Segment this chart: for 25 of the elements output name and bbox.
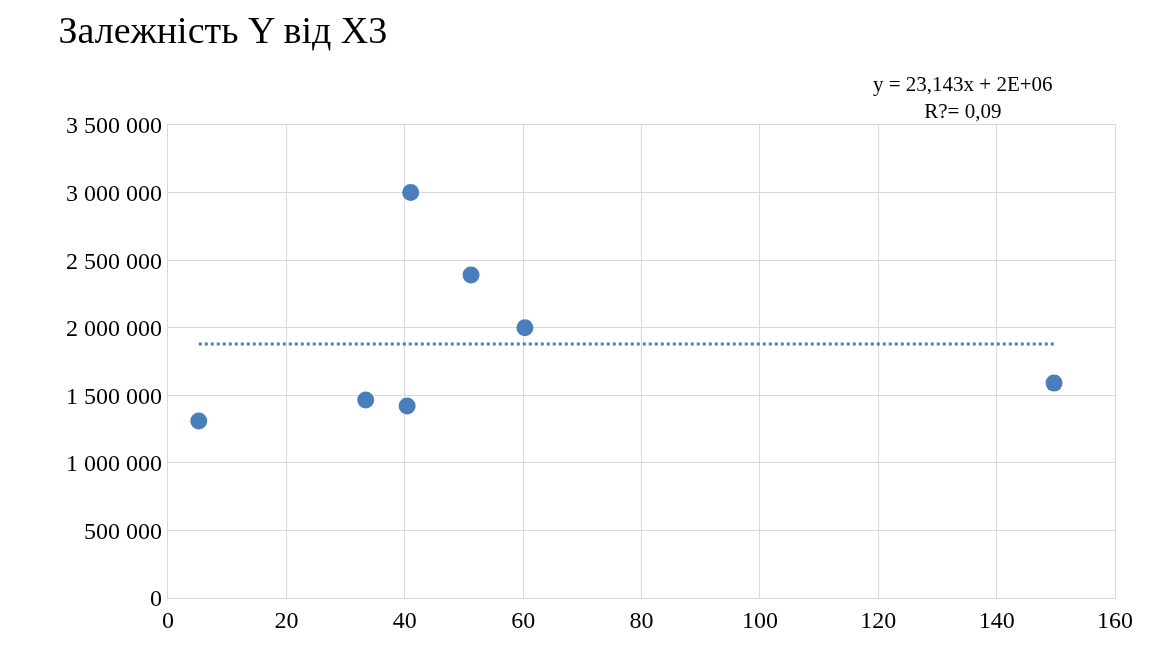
y-tick-label: 3 500 000 bbox=[66, 112, 163, 139]
y-tick-label: 1 500 000 bbox=[66, 382, 163, 409]
point bbox=[462, 266, 480, 284]
x-tick-label: 120 bbox=[860, 606, 897, 633]
text: y = 23,143x + 2E+06 R?= 0,09 bbox=[873, 72, 1053, 124]
y-tick-label: 2 500 000 bbox=[66, 247, 163, 274]
x-tick-label: 100 bbox=[741, 606, 778, 633]
x-tick-label: 80 bbox=[629, 606, 654, 633]
x-tick-label: 160 bbox=[1097, 606, 1133, 633]
chart-title: Залежність Y від X3 bbox=[58, 9, 388, 52]
point bbox=[357, 391, 375, 409]
x-tick-label: 20 bbox=[274, 606, 299, 633]
y-tick-label: 0 bbox=[150, 585, 163, 612]
point bbox=[398, 397, 416, 415]
x-tick-label: 140 bbox=[978, 606, 1015, 633]
x-tick-label: 60 bbox=[511, 606, 536, 633]
y-tick-label: 2 000 000 bbox=[66, 315, 163, 342]
x-tick-label: 40 bbox=[392, 606, 417, 633]
y-tick-label: 3 000 000 bbox=[66, 179, 163, 206]
point bbox=[1045, 374, 1063, 392]
point bbox=[402, 184, 420, 202]
point bbox=[516, 319, 534, 337]
y-tick-label: 1 000 000 bbox=[66, 450, 163, 477]
y-tick-label: 500 000 bbox=[84, 517, 163, 544]
point bbox=[190, 412, 208, 430]
